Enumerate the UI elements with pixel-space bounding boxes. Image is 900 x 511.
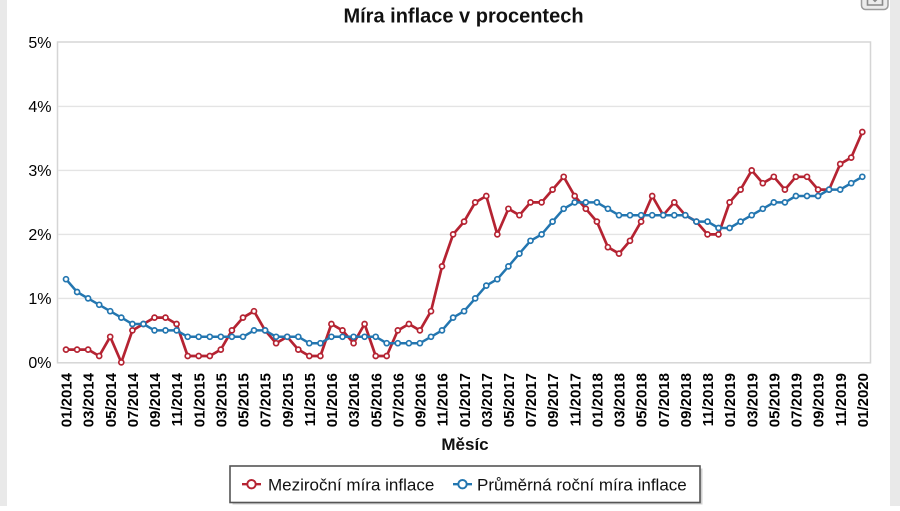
svg-text:09/2015: 09/2015	[280, 373, 297, 427]
svg-text:09/2019: 09/2019	[811, 373, 828, 427]
svg-text:09/2014: 09/2014	[147, 372, 164, 427]
svg-text:05/2019: 05/2019	[766, 373, 783, 427]
svg-text:01/2014: 01/2014	[59, 372, 76, 427]
svg-text:07/2014: 07/2014	[125, 372, 142, 427]
svg-text:Měsíc: Měsíc	[441, 435, 488, 454]
svg-text:03/2016: 03/2016	[346, 373, 363, 427]
svg-text:07/2018: 07/2018	[656, 373, 673, 427]
svg-text:05/2016: 05/2016	[368, 373, 385, 427]
svg-text:03/2019: 03/2019	[744, 373, 761, 427]
svg-text:4%: 4%	[28, 99, 51, 116]
svg-text:05/2015: 05/2015	[236, 373, 253, 427]
svg-text:Míra inflace v procentech: Míra inflace v procentech	[343, 6, 583, 28]
svg-text:0%: 0%	[28, 355, 51, 372]
svg-text:09/2017: 09/2017	[545, 373, 562, 427]
svg-text:1%: 1%	[28, 291, 51, 308]
svg-text:07/2016: 07/2016	[390, 373, 407, 427]
svg-text:03/2014: 03/2014	[81, 372, 98, 427]
svg-text:01/2018: 01/2018	[590, 373, 607, 427]
svg-text:09/2016: 09/2016	[413, 373, 430, 427]
svg-text:07/2015: 07/2015	[258, 373, 275, 427]
svg-text:Průměrná roční míra inflace: Průměrná roční míra inflace	[477, 475, 687, 494]
svg-text:01/2015: 01/2015	[191, 373, 208, 427]
svg-text:2%: 2%	[28, 227, 51, 244]
svg-text:11/2016: 11/2016	[435, 373, 452, 426]
svg-text:5%: 5%	[28, 35, 51, 52]
svg-text:11/2017: 11/2017	[567, 373, 584, 426]
svg-text:11/2015: 11/2015	[302, 373, 319, 426]
svg-text:01/2019: 01/2019	[722, 373, 739, 427]
svg-text:03/2017: 03/2017	[479, 373, 496, 427]
svg-text:05/2017: 05/2017	[501, 373, 518, 427]
svg-text:05/2018: 05/2018	[634, 373, 651, 427]
svg-text:3%: 3%	[28, 163, 51, 180]
svg-text:Meziroční míra inflace: Meziroční míra inflace	[268, 475, 434, 494]
svg-text:05/2014: 05/2014	[103, 372, 120, 427]
svg-text:03/2018: 03/2018	[612, 373, 629, 427]
svg-text:11/2018: 11/2018	[700, 373, 717, 426]
svg-text:11/2019: 11/2019	[833, 373, 850, 426]
svg-text:07/2019: 07/2019	[789, 373, 806, 427]
svg-text:11/2014: 11/2014	[169, 372, 186, 426]
svg-text:07/2017: 07/2017	[523, 373, 540, 427]
svg-text:01/2016: 01/2016	[324, 373, 341, 427]
svg-text:01/2017: 01/2017	[457, 373, 474, 427]
svg-text:01/2020: 01/2020	[855, 373, 872, 427]
svg-text:09/2018: 09/2018	[678, 373, 695, 427]
svg-text:03/2015: 03/2015	[213, 373, 230, 427]
